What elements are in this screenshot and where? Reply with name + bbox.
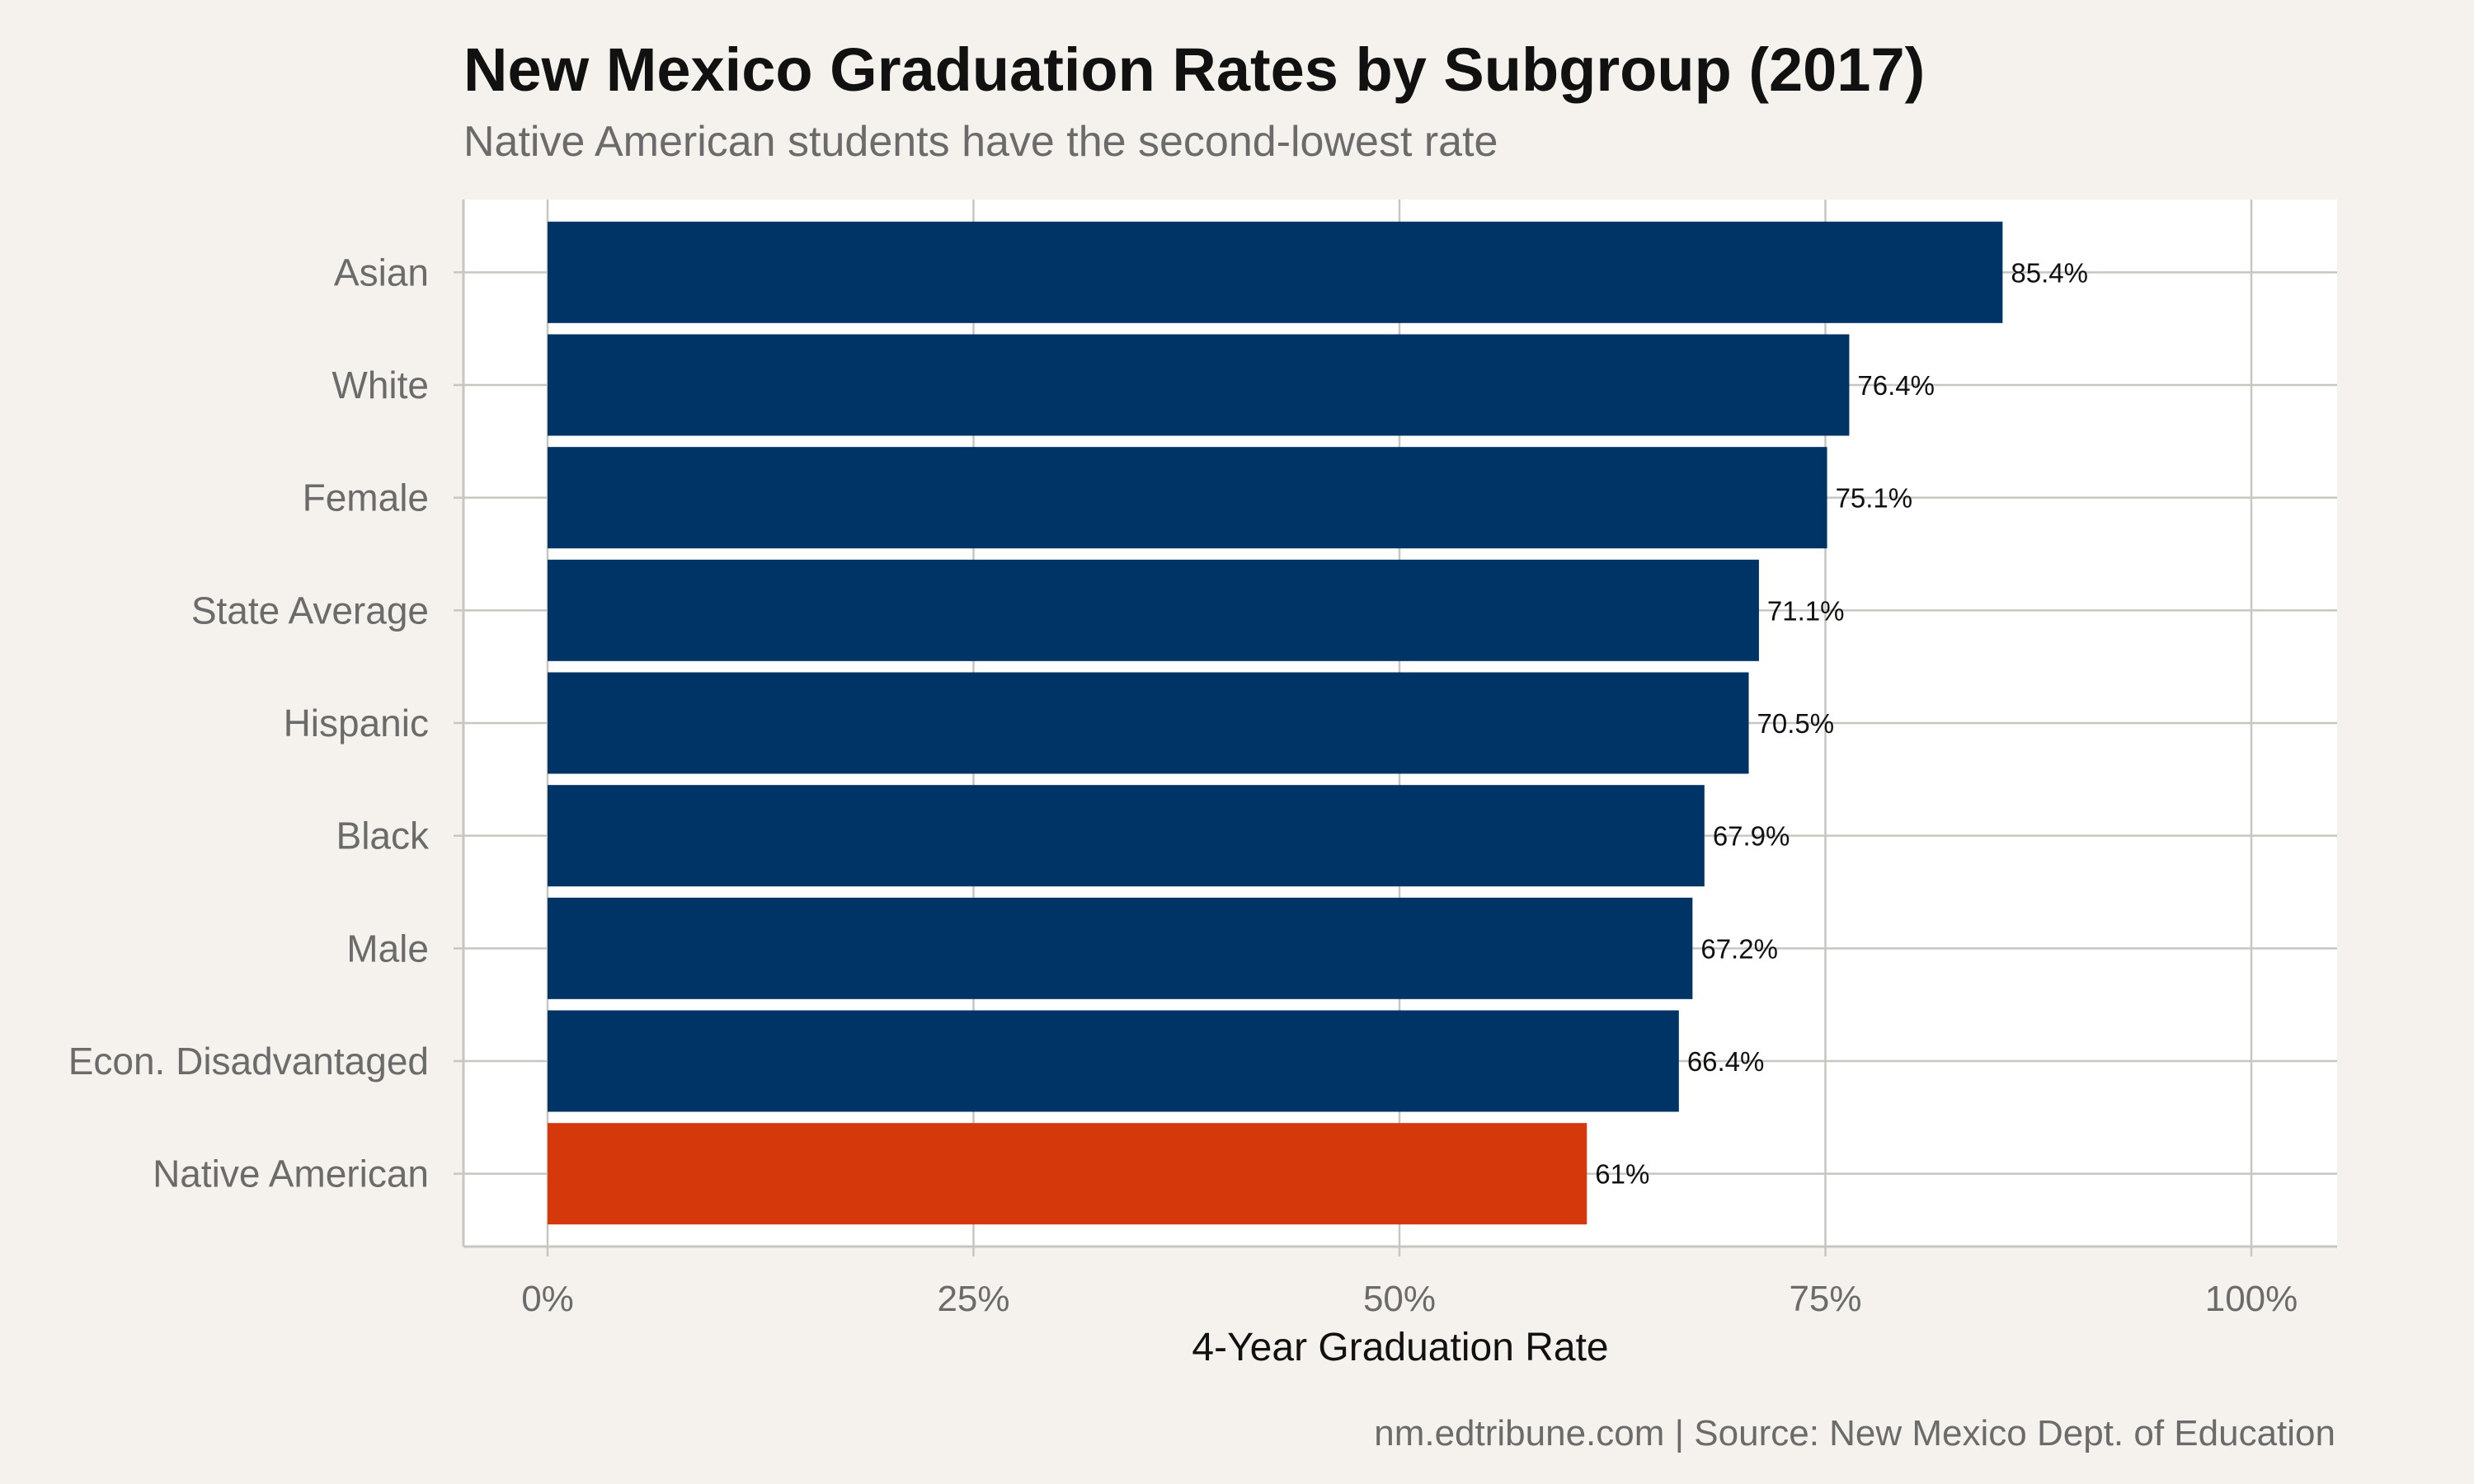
bars [548, 221, 2003, 1225]
bar-value-label: 67.2% [1700, 933, 1778, 964]
category-label: White [332, 364, 429, 406]
category-label: Female [303, 477, 429, 519]
bar-value-label: 66.4% [1687, 1046, 1765, 1077]
bar-male [548, 897, 1693, 999]
x-tick-label: 50% [1363, 1279, 1436, 1319]
chart-caption: nm.edtribune.com | Source: New Mexico De… [1374, 1413, 2335, 1453]
bar-value-label: 71.1% [1767, 595, 1845, 626]
bar-female [548, 447, 1827, 549]
category-label: Native American [153, 1153, 429, 1195]
bar-asian [548, 221, 2003, 323]
category-label: Asian [334, 251, 429, 294]
bar-hispanic [548, 672, 1749, 774]
x-tick-label: 25% [937, 1279, 1009, 1319]
bar-value-label: 67.9% [1713, 821, 1790, 852]
bar-value-label: 85.4% [2011, 257, 2088, 288]
axes: 0% 25% 50% 75% 100% Asian White Female State Ave… [68, 200, 2337, 1319]
bar-value-label: 61% [1595, 1159, 1649, 1190]
x-tick-label: 75% [1789, 1279, 1861, 1319]
bar-value-label: 76.4% [1857, 370, 1935, 401]
bar-native-american [548, 1123, 1587, 1225]
category-label: Hispanic [284, 702, 429, 744]
category-label: Male [346, 927, 429, 970]
x-axis-title: 4-Year Graduation Rate [1192, 1326, 1608, 1369]
chart-title: New Mexico Graduation Rates by Subgroup … [463, 35, 1926, 104]
bar-black [548, 785, 1705, 887]
chart-subtitle: Native American students have the second… [463, 118, 1498, 166]
x-tick-label: 0% [521, 1279, 574, 1319]
bar-value-label: 75.1% [1836, 483, 1913, 514]
value-labels: 85.4% 76.4% 75.1% 71.1% 70.5% 67.9% 67.2% 66.4%… [1595, 257, 2088, 1189]
bar-state-average [548, 559, 1759, 661]
bar-white [548, 334, 1850, 436]
bar-econ-disadvantaged [548, 1010, 1679, 1112]
category-label: Econ. Disadvantaged [68, 1040, 429, 1082]
bar-value-label: 70.5% [1757, 708, 1835, 739]
category-label: State Average [191, 589, 429, 632]
category-label: Black [336, 815, 430, 857]
x-tick-label: 100% [2205, 1279, 2298, 1319]
